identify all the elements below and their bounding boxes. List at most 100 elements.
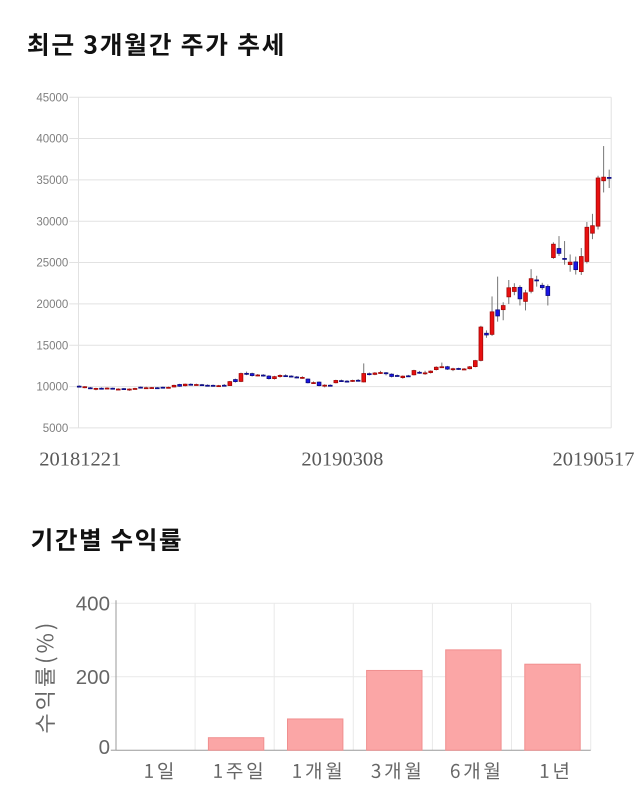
candle-body — [500, 305, 506, 311]
candle-body — [322, 384, 327, 387]
candle-body — [121, 388, 127, 391]
return-bar-4 — [445, 649, 502, 751]
candle-body — [406, 375, 411, 378]
candle-body — [216, 385, 221, 388]
candle-body — [428, 370, 433, 373]
candle-body — [300, 377, 305, 379]
category-label-glyphs-5 — [540, 762, 568, 779]
candle-body — [182, 383, 188, 387]
candle-body — [305, 378, 311, 384]
price-ytick-label: 15000 — [36, 340, 68, 352]
candle-body — [283, 375, 288, 378]
candle-body — [556, 248, 562, 254]
candle-body — [171, 384, 177, 388]
candle-body — [506, 287, 512, 298]
price-ytick-label: 40000 — [36, 134, 68, 146]
price-date-label: 20190517 — [552, 448, 634, 470]
candle-body — [400, 375, 406, 379]
candle-body — [495, 309, 500, 317]
candle-body — [138, 386, 143, 389]
candle-body — [311, 382, 316, 384]
price-ytick-label: 25000 — [36, 258, 68, 270]
return-bar-1 — [207, 737, 265, 751]
returns-ytick-label: 200 — [76, 666, 110, 689]
candle-body — [539, 284, 545, 289]
candle-body — [584, 226, 590, 262]
candle-body — [88, 387, 93, 390]
candle-body — [484, 332, 489, 336]
candle-body — [355, 379, 361, 382]
candle-body — [562, 258, 567, 260]
candle-body — [473, 360, 478, 368]
category-label-glyphs-2 — [293, 762, 341, 780]
candle-body — [277, 375, 283, 377]
candle-body — [160, 386, 166, 389]
return-bar-5 — [524, 663, 581, 751]
price-date-label: 20190308 — [301, 448, 383, 470]
candle-body — [433, 366, 439, 370]
candle-body — [378, 372, 383, 374]
candle-body — [456, 368, 461, 370]
price-chart-date-labels: 20181221 20190308 20190517 — [39, 448, 634, 470]
candle-body — [93, 388, 99, 390]
candle-body — [266, 375, 272, 380]
return-bar-2 — [287, 718, 344, 751]
candle-body — [417, 371, 422, 374]
price-ytick-label: 45000 — [36, 92, 68, 104]
candle-body — [422, 372, 428, 375]
returns-chart-ytick-labels: 400 200 0 — [76, 593, 110, 760]
candle-body — [155, 387, 160, 390]
candle-body — [244, 372, 249, 375]
returns-chart-category-labels — [145, 762, 568, 780]
category-label-glyphs-0 — [145, 762, 173, 780]
price-chart-ytick-labels: 45000 40000 35000 30000 25000 20000 15000 10000… — [36, 92, 68, 435]
candle-body — [288, 375, 294, 378]
candle-body — [143, 387, 149, 390]
candle-body — [590, 225, 595, 234]
candle-body — [110, 387, 115, 390]
candle-body — [350, 380, 355, 382]
candle-body — [528, 278, 534, 292]
candle-body — [551, 243, 556, 258]
candle-body — [115, 388, 121, 391]
candle-body — [227, 381, 233, 386]
category-label-glyphs-3 — [371, 762, 420, 780]
category-label-glyphs-4 — [451, 762, 499, 780]
price-ytick-label: 5000 — [43, 423, 69, 435]
candle-body — [294, 376, 300, 379]
price-ytick-label: 20000 — [36, 299, 68, 311]
price-chart: 45000 40000 35000 30000 25000 20000 15000 10000… — [28, 33, 634, 470]
candle-body — [249, 373, 255, 376]
candle-body — [210, 384, 216, 387]
returns-ytick-label: 0 — [99, 736, 110, 759]
candle-body — [76, 385, 82, 388]
returns-chart-grid — [110, 600, 592, 751]
candle-body — [205, 384, 210, 387]
candle-body — [517, 286, 523, 300]
candle-body — [238, 373, 244, 382]
candle-body — [595, 177, 601, 227]
candle-body — [606, 177, 612, 179]
candle-body — [233, 379, 238, 382]
candle-body — [439, 366, 445, 369]
candle-body — [177, 384, 182, 387]
candle-body — [394, 375, 400, 377]
candle-body — [149, 387, 155, 389]
candle-body — [467, 366, 472, 370]
candle-body — [367, 373, 372, 376]
candle-body — [82, 386, 88, 389]
candle-body — [327, 384, 333, 387]
price-date-label: 20181221 — [39, 448, 121, 470]
returns-ytick-label: 400 — [76, 593, 110, 616]
candle-body — [450, 368, 456, 371]
candle-body — [194, 384, 199, 386]
category-label-glyphs-1 — [214, 762, 262, 780]
returns-chart-bars — [207, 649, 581, 751]
candle-body — [489, 311, 495, 335]
candle-body — [333, 380, 339, 384]
candle-body — [199, 384, 205, 387]
candle-body — [344, 380, 350, 383]
candle-body — [221, 384, 227, 387]
